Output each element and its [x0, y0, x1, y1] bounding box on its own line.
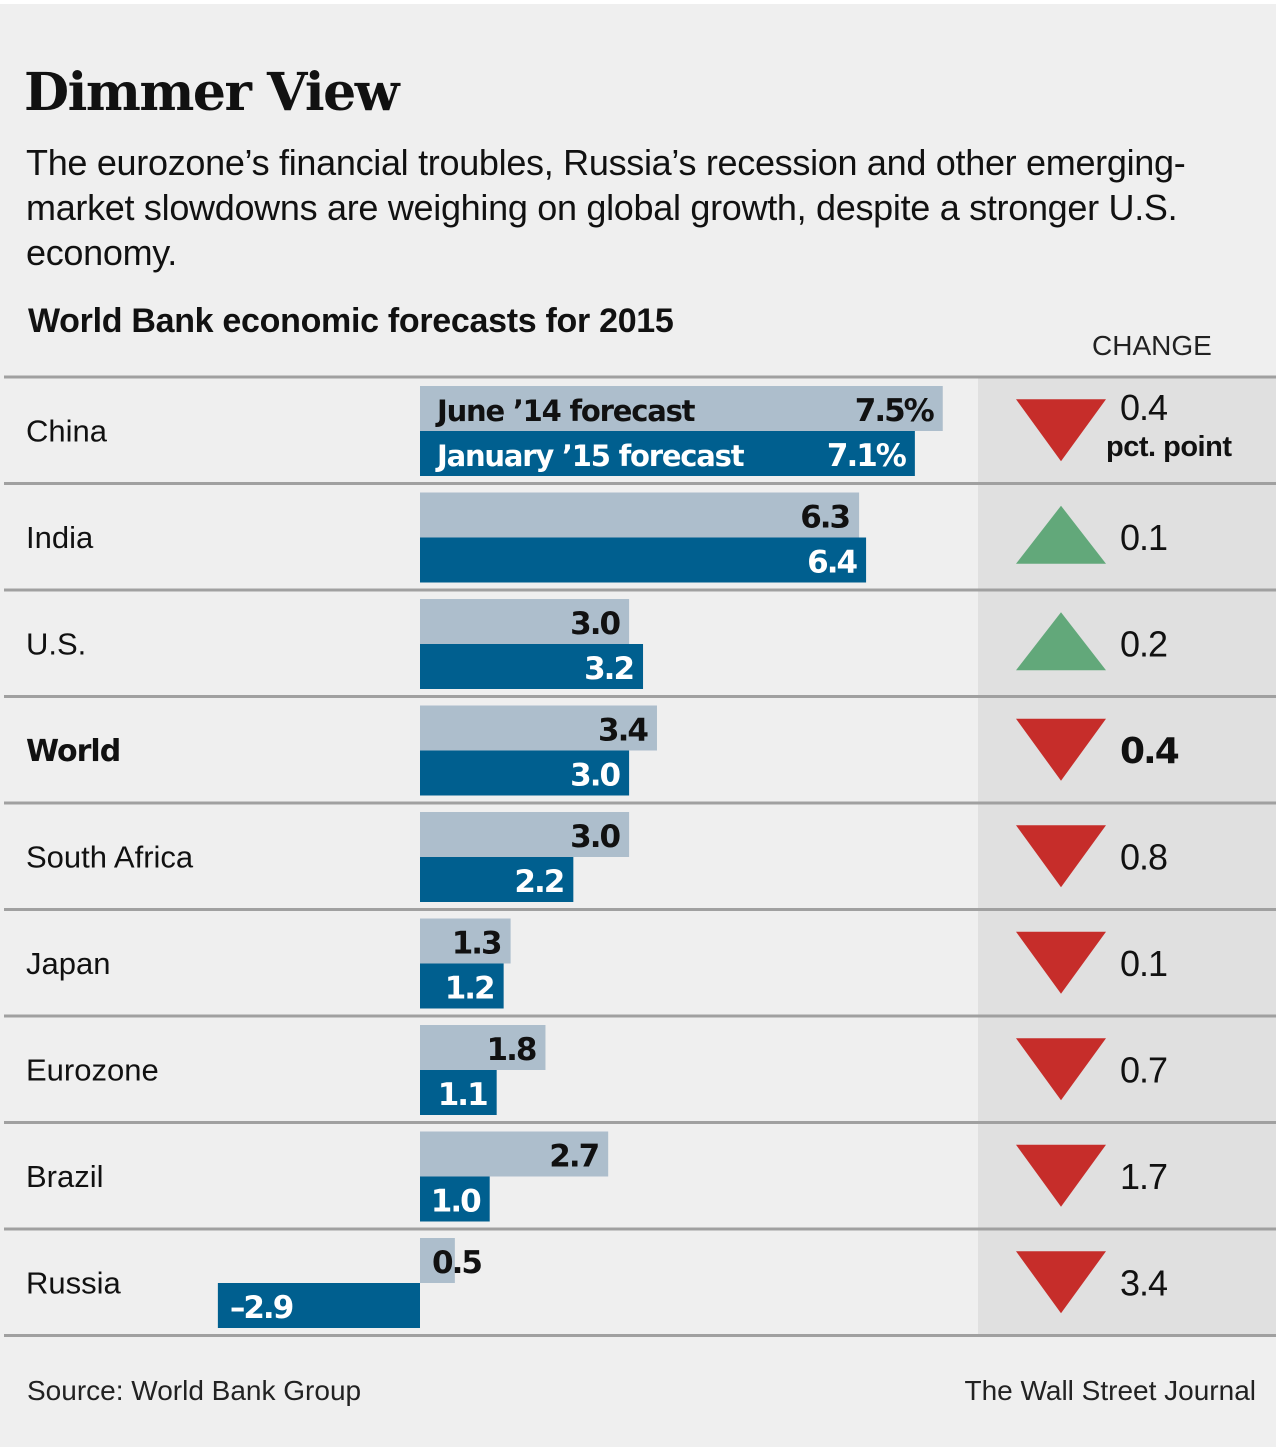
decrease-triangle-icon: [1016, 1038, 1106, 1101]
decrease-triangle-icon: [1016, 1251, 1106, 1314]
source-note: Source: World Bank Group: [27, 1375, 362, 1406]
june-forecast-bar: [420, 599, 630, 644]
june-value-label: 2.7: [549, 1139, 598, 1175]
january-value-label: 1.2: [445, 971, 494, 1007]
june-value-label: 3.0: [570, 819, 620, 855]
january-forecast-bar: [420, 750, 630, 796]
january-forecast-bar: [420, 1176, 490, 1222]
january-value-label: –2.9: [230, 1290, 293, 1326]
decrease-triangle-icon: [1016, 399, 1106, 462]
june-forecast-bar: [420, 705, 657, 751]
june-value-label: 7.5%: [855, 393, 935, 429]
increase-triangle-icon: [1016, 612, 1106, 671]
january-value-label: 6.4: [807, 545, 857, 581]
june-forecast-bar: [420, 1025, 546, 1070]
category-label: U.S.: [26, 626, 86, 661]
january-forecast-bar: [420, 857, 574, 902]
january-value-label: 1.0: [431, 1184, 481, 1220]
june-value-label: 1.8: [487, 1032, 536, 1068]
category-label: Eurozone: [26, 1052, 159, 1087]
january-value-label: 3.0: [570, 758, 620, 794]
june-value-label: 3.0: [570, 606, 620, 642]
january-value-label: 2.2: [514, 864, 563, 900]
change-value: 0.2: [1120, 623, 1167, 664]
category-label: Brazil: [26, 1159, 104, 1194]
change-value: 1.7: [1120, 1156, 1167, 1197]
decrease-triangle-icon: [1016, 718, 1106, 781]
january-value-label: 7.1%: [827, 438, 907, 474]
change-column-header: CHANGE: [1092, 330, 1212, 361]
change-value: 0.7: [1120, 1049, 1167, 1090]
decrease-triangle-icon: [1016, 1144, 1106, 1207]
decrease-triangle-icon: [1016, 825, 1106, 888]
legend-june-forecast: June ’14 forecast: [435, 394, 696, 428]
january-value-label: 3.2: [584, 651, 633, 687]
change-value: 3.4: [1120, 1262, 1167, 1303]
change-value: 0.4: [1120, 387, 1167, 428]
june-forecast-bar: [420, 1131, 609, 1177]
june-forecast-bar: [420, 492, 860, 538]
january-forecast-bar: [420, 537, 867, 583]
publisher-credit: The Wall Street Journal: [964, 1375, 1256, 1406]
category-label: World: [26, 734, 120, 769]
june-forecast-bar: [420, 1238, 455, 1283]
category-label: India: [26, 520, 94, 555]
change-value: 0.1: [1120, 517, 1167, 558]
change-value: 0.1: [1120, 943, 1167, 984]
change-column-background: [978, 377, 1276, 1335]
june-value-label: 1.3: [452, 926, 501, 962]
january-value-label: 1.1: [438, 1077, 487, 1113]
decrease-triangle-icon: [1016, 931, 1106, 994]
category-label: South Africa: [26, 839, 194, 874]
june-value-label: 3.4: [598, 713, 648, 749]
june-value-label: 0.5: [432, 1245, 481, 1281]
june-forecast-bar: [420, 918, 511, 964]
change-value: 0.4: [1120, 731, 1179, 772]
category-label: Russia: [26, 1265, 122, 1300]
change-unit-label: pct. point: [1106, 431, 1232, 463]
category-label: Japan: [26, 946, 110, 981]
june-forecast-bar: [420, 812, 630, 857]
january-forecast-bar: [217, 1283, 420, 1328]
page-title: Dimmer View: [24, 62, 400, 123]
category-label: China: [26, 413, 108, 448]
january-forecast-bar: [420, 644, 644, 689]
january-forecast-bar: [420, 963, 504, 1009]
chart-title: World Bank economic forecasts for 2015: [28, 302, 674, 340]
subtitle: The eurozone’s financial troubles, Russi…: [26, 142, 1186, 273]
legend-january-forecast: January ’15 forecast: [435, 439, 745, 473]
june-forecast-bar: [420, 386, 943, 431]
increase-triangle-icon: [1016, 505, 1106, 564]
january-forecast-bar: [420, 431, 915, 476]
june-value-label: 6.3: [800, 500, 849, 536]
january-forecast-bar: [420, 1070, 497, 1115]
change-value: 0.8: [1120, 836, 1167, 877]
